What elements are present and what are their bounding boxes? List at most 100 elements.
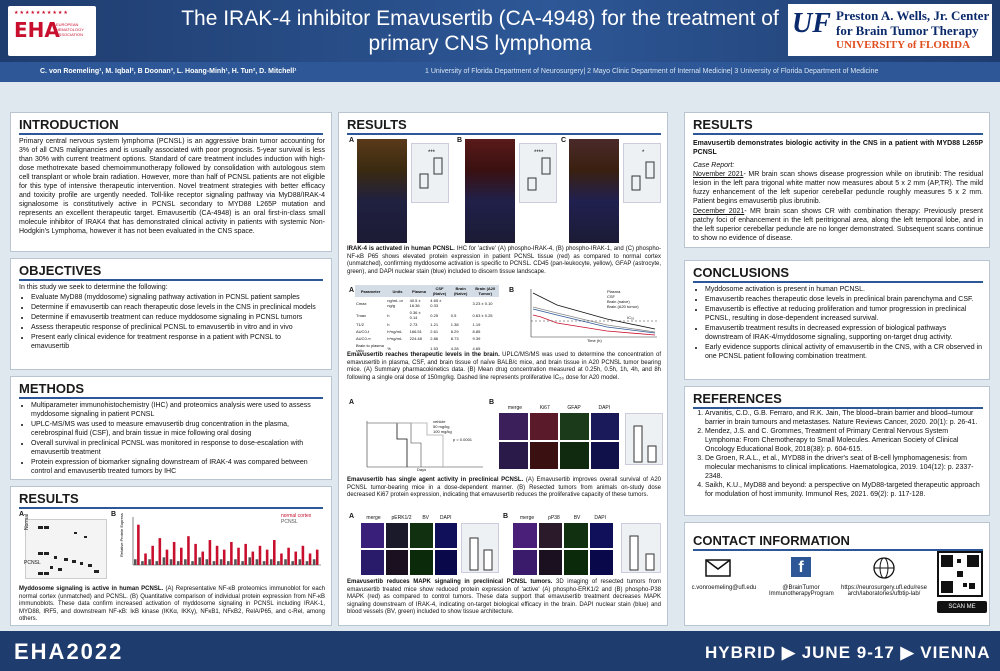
immunoblot-image: Normal PCNSL: [24, 514, 107, 579]
survival-legend: vehicle 50 mg/kg 100 mg/kg: [433, 419, 452, 434]
bar-pcnsl: [280, 553, 283, 565]
list-item: Arvanitis, C.D., G.B. Ferraro, and R.K. …: [705, 409, 985, 427]
bar-normal: [169, 559, 173, 565]
pk-curves: [530, 289, 657, 338]
panel-label-b: B: [457, 137, 463, 144]
objectives-panel: OBJECTIVES In this study we seek to dete…: [10, 258, 332, 370]
table-row: Cmax ng/mL or ng/g 40.5 ± 16.36 4.65 ± 0.33…: [356, 298, 493, 308]
list-item: Emavusertib is effective at reducing pro…: [705, 305, 983, 323]
table-header: Brain (Naïve): [453, 286, 468, 296]
blot-row-label: PCNSL: [24, 560, 41, 566]
bar-pcnsl: [215, 545, 219, 565]
introduction-heading: INTRODUCTION: [19, 117, 119, 132]
email-link[interactable]: c.vonroemeling@ufl.edu: [691, 585, 757, 591]
bar-pcnsl: [180, 547, 183, 565]
ki67-bar-plot: [625, 413, 663, 465]
divider: [693, 281, 983, 283]
references-heading: REFERENCES: [693, 391, 782, 406]
results-mid-panel: RESULTS A *** B **** C * IRAK-4 is activ…: [338, 112, 668, 626]
contact-panel: CONTACT INFORMATION c.vonroemeling@ufl.e…: [684, 522, 990, 626]
affiliations: 1 University of Florida Department of Ne…: [425, 68, 879, 75]
bar-pcnsl: [230, 541, 233, 565]
bar-normal: [298, 559, 302, 565]
table-header: Units: [392, 288, 403, 294]
pp38-bar-plot: [621, 523, 661, 573]
list-item: Myddosome activation is present in human…: [705, 285, 983, 294]
divider: [19, 279, 323, 281]
facebook-link[interactable]: @BrainTumor ImmunotherapyProgram: [769, 585, 834, 597]
case-november: November 2021- MR brain scan shows disea…: [693, 171, 983, 205]
ihc-caption: IRAK-4 is activated in human PCNSL. IHC …: [347, 246, 661, 275]
divider: [693, 407, 983, 409]
bar-normal: [284, 559, 287, 565]
pk-legend: Plasma CSF Brain (naive) Brain (A20 tumo…: [607, 289, 639, 309]
ihc-image-pirak4: [357, 139, 407, 243]
ihc-image-pirak1: [465, 139, 515, 243]
bar-pcnsl: [165, 549, 169, 565]
methods-heading: METHODS: [19, 381, 84, 396]
ihc-box-plot-a: ***: [411, 143, 449, 203]
conclusions-list: Myddosome activation is present in human…: [693, 285, 983, 362]
list-item: Evaluate MyD88 (myddosome) signaling pat…: [31, 293, 319, 302]
bar-pcnsl: [208, 540, 212, 565]
survival-p-value: p = 0.0001: [453, 437, 473, 442]
bar-pcnsl: [294, 551, 298, 565]
panel-label-a: A: [349, 137, 355, 144]
bar-normal: [234, 559, 237, 565]
panel-label-a: A: [349, 287, 355, 294]
results-left-caption: Myddosome signaling is active in human P…: [19, 586, 325, 623]
list-item: Assess therapeutic response of preclinic…: [31, 323, 319, 332]
blot-dots: [38, 526, 99, 575]
list-item: Emavusertib reaches therapeutic dose lev…: [705, 295, 983, 304]
pk-line-chart: IC₅₀ Plasma CSF Brain (naive) Brain (A20…: [517, 285, 663, 345]
list-item: UPLC-MS/MS was used to measure emavusert…: [31, 420, 323, 438]
bar-normal: [262, 561, 266, 565]
bar-normal: [305, 561, 309, 565]
divider: [19, 397, 323, 399]
panel-label-c: C: [561, 137, 567, 144]
ki67-image-grid: [499, 413, 619, 469]
website-link[interactable]: https://neurosurgery.ufl.edu/research/la…: [841, 585, 927, 597]
case-december: December 2021- MR brain scan shows CR wi…: [693, 208, 984, 242]
table-header: Brain (A20 Tumor): [475, 286, 496, 296]
results-heading: RESULTS: [693, 117, 753, 132]
table-row: Brain to plasma ratio% 1.53 4.28 4.65: [356, 343, 481, 353]
bar-normal: [191, 561, 194, 565]
references-list: Arvanitis, C.D., G.B. Ferraro, and R.K. …: [693, 409, 985, 499]
bar-pcnsl: [315, 549, 319, 565]
bar-normal: [291, 561, 294, 565]
bar-normal: [219, 559, 223, 565]
bar-normal: [205, 559, 209, 565]
pk-table: Parameter Units Plasma CSF (Naïve) Brain…: [355, 285, 499, 354]
divider: [693, 549, 983, 551]
objectives-heading: OBJECTIVES: [19, 263, 102, 278]
bar-pcnsl: [258, 545, 262, 565]
bar-pcnsl: [301, 545, 305, 565]
objectives-list: Evaluate MyD88 (myddosome) signaling pat…: [19, 293, 319, 352]
panel-label-a: A: [349, 513, 355, 520]
pp38-image-grid: [513, 523, 613, 575]
bar-pcnsl: [222, 549, 226, 565]
protein-expression-chart: Relative Protein Expression: [119, 513, 321, 566]
bar-pcnsl: [144, 553, 147, 565]
table-header: Plasma: [411, 288, 426, 294]
ki67-column-labels: merge Ki67 GFAP DAPI: [507, 405, 611, 411]
list-item: Present early clinical evidence for trea…: [31, 333, 319, 351]
bar-normal: [227, 561, 230, 565]
divider: [693, 133, 983, 135]
bar-normal: [212, 561, 216, 565]
bar-normal: [184, 559, 187, 565]
list-item: Multiparameter immunohistochemistry (IHC…: [31, 401, 323, 419]
panel-label-a: A: [349, 399, 355, 406]
survival-curves: [366, 421, 483, 468]
footer-right: HYBRID ▶ JUNE 9-17 ▶ VIENNA: [705, 643, 991, 662]
globe-icon: [873, 557, 895, 584]
bar-pcnsl: [244, 543, 247, 565]
panel-label-b: B: [509, 287, 515, 294]
list-item: Saikh, K.U., MyD88 and beyond: a perspec…: [705, 481, 985, 499]
qr-code[interactable]: [937, 551, 983, 597]
panel-label-a: A: [19, 511, 25, 518]
list-item: Emavusertib treatment results in decreas…: [705, 324, 983, 342]
bar-pcnsl: [251, 551, 255, 565]
bar-normal: [155, 561, 159, 565]
